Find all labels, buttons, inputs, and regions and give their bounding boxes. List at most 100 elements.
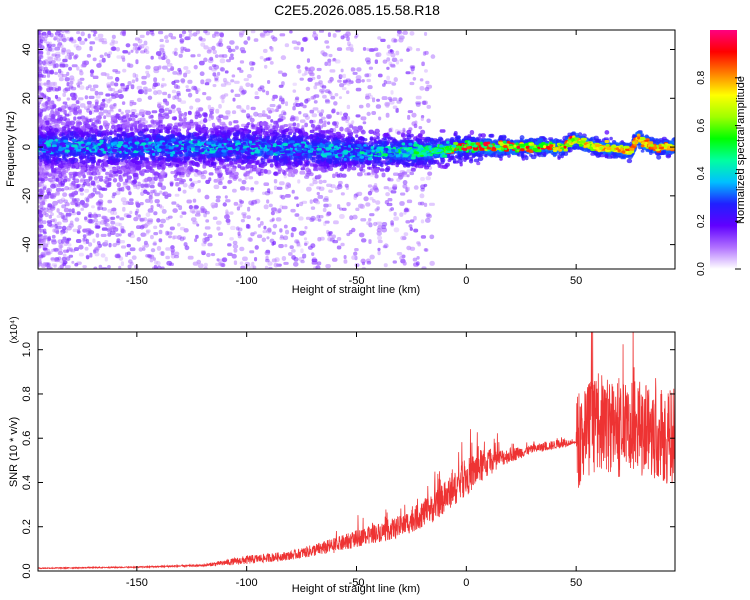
- spectrogram-cell: [266, 228, 272, 234]
- spectrogram-cell: [253, 111, 259, 117]
- spectrogram-cell: [145, 110, 152, 116]
- spectrogram-cell: [82, 234, 87, 238]
- spectrogram-cell: [219, 95, 225, 100]
- spectrogram-cell: [395, 164, 399, 168]
- spectrogram-cell: [279, 228, 283, 233]
- spectrogram-cell: [347, 41, 351, 47]
- spectrogram-cell: [346, 202, 352, 206]
- spectrogram-cell: [79, 199, 85, 205]
- spectrogram-cell: [171, 89, 177, 94]
- spectrogram-cell: [187, 79, 193, 84]
- spectrogram-cell: [87, 218, 93, 224]
- spectrogram-cell: [150, 248, 156, 253]
- spectrogram-cell: [222, 77, 228, 83]
- spectrogram-cell: [47, 173, 53, 177]
- spectrogram-cell: [112, 243, 117, 248]
- spectrogram-cell: [132, 72, 137, 78]
- spectrogram-cell: [161, 209, 167, 214]
- spectrogram-cell: [358, 104, 364, 109]
- spectrogram-cell: [71, 103, 77, 108]
- spectrogram-cell: [75, 99, 80, 105]
- spectrogram-cell: [377, 36, 382, 40]
- spectrogram-cell: [232, 240, 238, 245]
- spectrogram-cell: [168, 215, 173, 219]
- spectrogram-cell: [202, 237, 207, 243]
- spectrogram-cell: [86, 100, 92, 105]
- spectrogram-cell: [377, 235, 383, 241]
- spectrogram-cell: [377, 247, 381, 252]
- spectrogram-cell: [387, 178, 394, 182]
- spectrogram-cell: [215, 262, 221, 267]
- spectrogram-cell: [320, 236, 325, 241]
- spectrogram-cell: [100, 187, 106, 191]
- spectrogram-cell: [54, 31, 61, 36]
- spectrogram-cell: [84, 95, 89, 100]
- spectrogram-cell: [42, 247, 48, 251]
- spectrogram-cell: [270, 35, 275, 40]
- spectrogram-cell: [317, 218, 322, 222]
- spectrogram-cell: [409, 81, 415, 86]
- spectrogram-cell: [126, 243, 131, 248]
- spectrogram-cell: [267, 188, 271, 194]
- spectrogram-cell: [250, 83, 254, 88]
- spectrogram-cell: [97, 206, 104, 210]
- spectrogram-cell: [174, 47, 178, 52]
- spectrogram-cell: [273, 185, 278, 191]
- spectrogram-cell: [38, 259, 42, 264]
- spectrogram-cell: [40, 103, 45, 107]
- spectrogram-cell: [101, 57, 106, 63]
- spectrogram-cell: [146, 31, 150, 36]
- spectrogram-cell: [425, 176, 431, 181]
- spectrogram-cell: [358, 233, 363, 237]
- spectrogram-cell: [281, 81, 285, 86]
- spectrogram-cell: [38, 254, 43, 260]
- spectrogram-cell: [38, 219, 44, 224]
- spectrogram-cell: [130, 84, 135, 90]
- spectrogram-cell: [66, 225, 72, 231]
- spectrogram-cell: [179, 38, 185, 43]
- spectrogram-cell: [375, 52, 382, 58]
- spectrogram-cell: [95, 221, 102, 226]
- spectrogram-cell: [53, 247, 59, 252]
- spectrogram-cell: [246, 74, 252, 79]
- spectrogram-cell: [115, 47, 121, 52]
- spectrogram-cell: [313, 94, 320, 98]
- spectrogram-cell: [86, 54, 92, 58]
- spectrogram-cell: [198, 60, 205, 66]
- spectrogram-cell: [410, 66, 415, 72]
- spectrogram-cell: [415, 261, 420, 266]
- spectrogram-cell: [263, 48, 268, 54]
- spectrogram-cell: [291, 189, 295, 194]
- spectrogram-cell: [268, 203, 273, 208]
- spectrogram-cell: [247, 36, 251, 41]
- spectrogram-cell: [202, 92, 207, 96]
- spectrogram-cell: [132, 43, 139, 47]
- spectrogram-cell: [211, 45, 216, 51]
- spectrogram-cell: [205, 219, 210, 223]
- spectrogram-cell: [250, 30, 256, 34]
- spectrogram-cell: [329, 69, 336, 73]
- spectrogram-cell: [115, 190, 121, 196]
- spectrogram-cell: [79, 70, 84, 76]
- spectrogram-cell: [339, 83, 345, 88]
- spectrogram-cell: [50, 257, 55, 261]
- spectrogram-cell: [46, 251, 50, 256]
- spectrogram-cell: [58, 68, 62, 74]
- spectrogram-cell: [203, 262, 208, 268]
- spectrogram-cell: [108, 242, 112, 248]
- spectrogram-cell: [290, 232, 294, 238]
- spectrogram-cell: [250, 232, 255, 237]
- spectrogram-cell: [291, 249, 296, 253]
- spectrogram-cell: [53, 63, 60, 68]
- spectrogram-cell: [42, 169, 49, 173]
- spectrogram-cell: [183, 163, 188, 168]
- spectrogram-cell: [104, 240, 109, 245]
- spectrogram-cell: [60, 231, 64, 236]
- spectrogram-cell: [234, 93, 241, 98]
- spectrogram-cell: [92, 117, 97, 121]
- spectrogram-cell: [250, 66, 255, 71]
- spectrogram-cell: [75, 239, 82, 243]
- spectrogram-cell: [354, 248, 359, 252]
- spectrogram-cell: [63, 242, 68, 247]
- spectrogram-cell: [254, 180, 259, 185]
